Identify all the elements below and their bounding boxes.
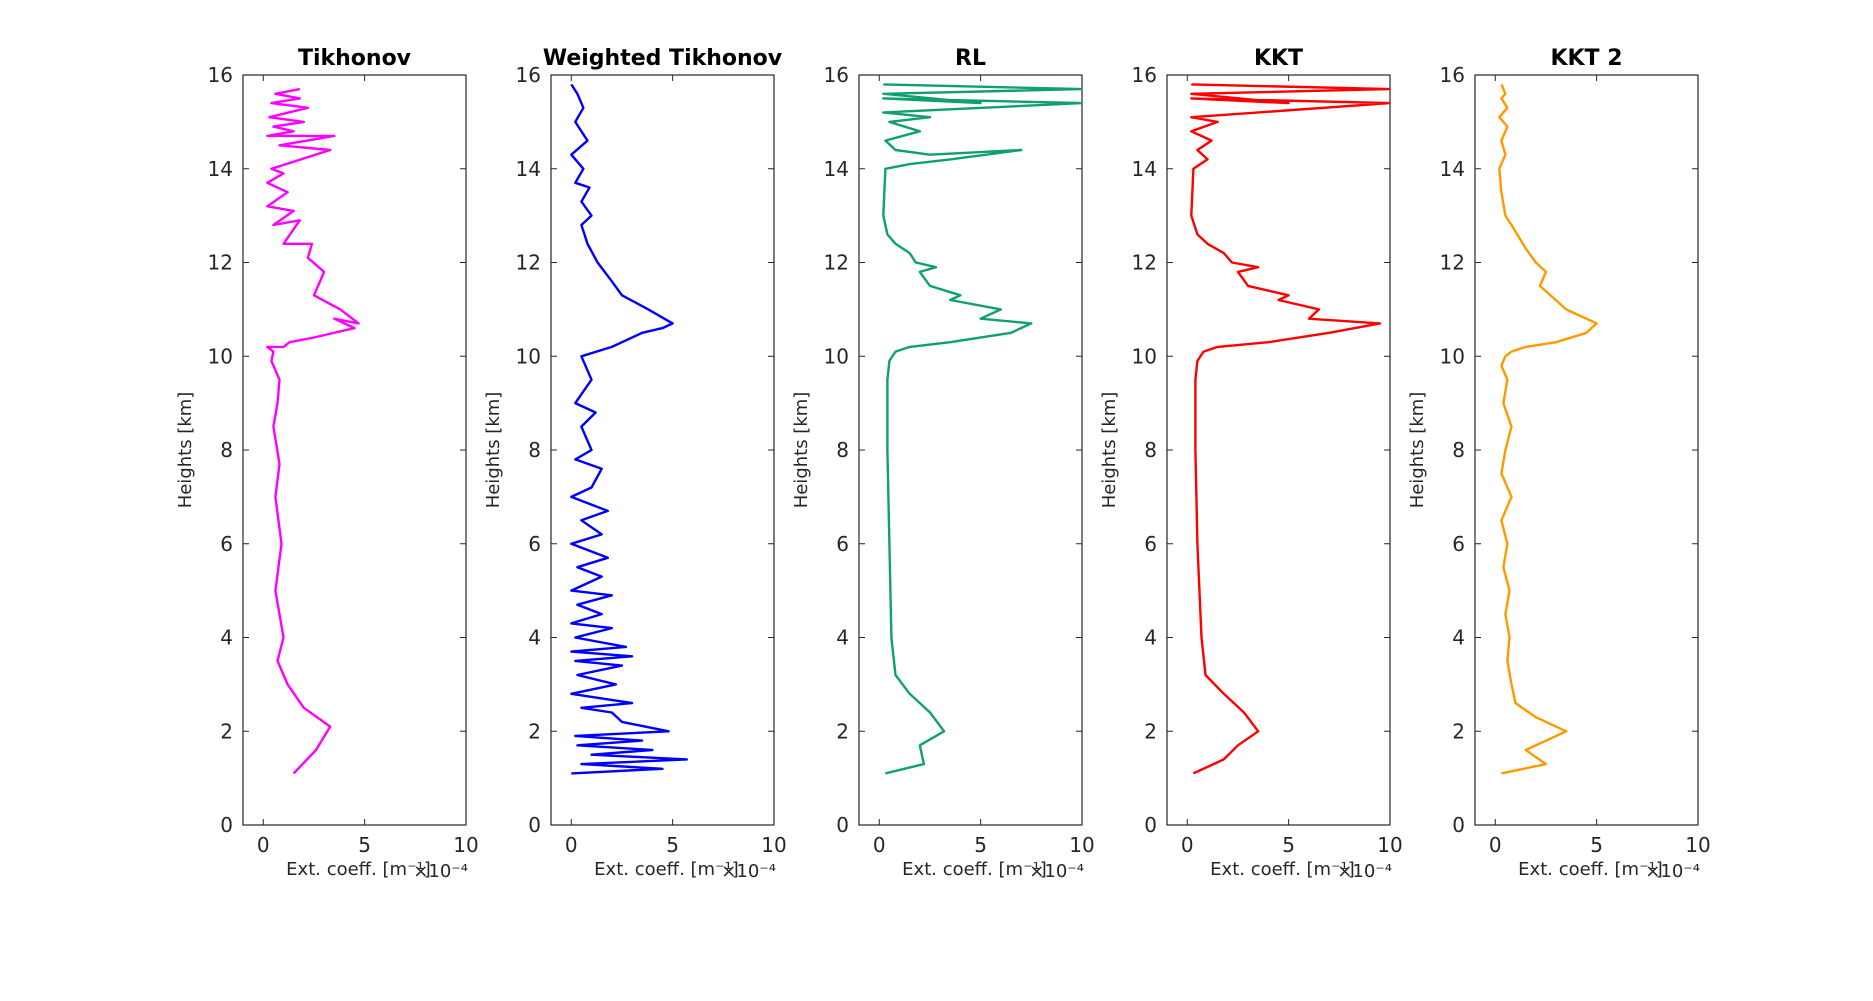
x-tick-label: 0	[565, 833, 578, 857]
y-axis-label: Heights [km]	[483, 392, 504, 509]
x-tick-label: 0	[1181, 833, 1194, 857]
x-tick-label: 0	[257, 833, 270, 857]
x-tick-label: 5	[1590, 833, 1603, 857]
y-tick-label: 0	[220, 813, 233, 837]
x-axis-label: Ext. coeff. [m⁻¹]	[286, 859, 431, 880]
y-tick-label: 8	[836, 438, 849, 462]
panel-rl: RL Heights [km] Ext. coeff. [m⁻¹] ×10⁻⁴ …	[791, 46, 1095, 882]
profile-line	[266, 87, 360, 775]
x-tick-label: 10	[1069, 833, 1094, 857]
y-tick-label: 4	[836, 626, 849, 650]
y-tick-label: 14	[1132, 157, 1157, 181]
x-tick-label: 5	[358, 833, 371, 857]
y-tick-label: 14	[516, 157, 541, 181]
y-axis-label: Heights [km]	[791, 392, 812, 509]
y-tick-label: 4	[528, 626, 541, 650]
panel-title: KKT	[1254, 46, 1303, 71]
panel-title: KKT 2	[1550, 46, 1622, 71]
x-tick-label: 5	[1282, 833, 1295, 857]
panel-title: Tikhonov	[298, 46, 412, 71]
profile-line	[1498, 83, 1598, 775]
y-tick-label: 4	[1144, 626, 1157, 650]
y-tick-label: 8	[528, 438, 541, 462]
x-tick-label: 10	[453, 833, 478, 857]
panel-weighted-tikhonov: Weighted Tikhonov Heights [km] Ext. coef…	[483, 46, 787, 882]
y-tick-label: 12	[824, 251, 849, 275]
y-tick-label: 10	[824, 344, 849, 368]
y-tick-label: 14	[208, 157, 233, 181]
y-tick-label: 0	[528, 813, 541, 837]
y-tick-label: 6	[528, 532, 541, 556]
y-tick-label: 2	[1452, 719, 1465, 743]
x-axis-label: Ext. coeff. [m⁻¹]	[1518, 859, 1663, 880]
y-tick-label: 16	[1440, 63, 1465, 87]
y-tick-label: 2	[220, 719, 233, 743]
x-scale-label: ×10⁻⁴	[1645, 861, 1700, 882]
x-tick-label: 0	[873, 833, 886, 857]
panel-kkt-2: KKT 2 Heights [km] Ext. coeff. [m⁻¹] ×10…	[1407, 46, 1711, 882]
x-tick-label: 10	[761, 833, 786, 857]
panel-tikhonov: Tikhonov Heights [km] Ext. coeff. [m⁻¹] …	[175, 46, 479, 882]
y-tick-label: 6	[1452, 532, 1465, 556]
profile-line	[570, 83, 689, 775]
y-tick-label: 12	[516, 251, 541, 275]
y-tick-label: 4	[220, 626, 233, 650]
y-tick-label: 16	[516, 63, 541, 87]
y-tick-label: 6	[836, 532, 849, 556]
x-tick-label: 5	[974, 833, 987, 857]
profile-line	[1190, 83, 1390, 775]
x-scale-label: ×10⁻⁴	[1337, 861, 1392, 882]
x-tick-label: 10	[1685, 833, 1710, 857]
panel-title: RL	[955, 46, 986, 71]
y-tick-label: 8	[220, 438, 233, 462]
y-tick-label: 10	[1440, 344, 1465, 368]
x-tick-label: 10	[1377, 833, 1402, 857]
y-tick-label: 8	[1452, 438, 1465, 462]
panel-kkt: KKT Heights [km] Ext. coeff. [m⁻¹] ×10⁻⁴…	[1099, 46, 1403, 882]
y-tick-label: 12	[1440, 251, 1465, 275]
y-tick-label: 8	[1144, 438, 1157, 462]
y-tick-label: 0	[836, 813, 849, 837]
x-axis-label: Ext. coeff. [m⁻¹]	[902, 859, 1047, 880]
x-axis-label: Ext. coeff. [m⁻¹]	[594, 859, 739, 880]
y-tick-label: 6	[1144, 532, 1157, 556]
y-tick-label: 6	[220, 532, 233, 556]
x-tick-label: 0	[1489, 833, 1502, 857]
profile-line	[882, 83, 1082, 775]
x-scale-label: ×10⁻⁴	[721, 861, 776, 882]
y-tick-label: 10	[1132, 344, 1157, 368]
y-tick-label: 2	[528, 719, 541, 743]
y-tick-label: 16	[1132, 63, 1157, 87]
y-tick-label: 2	[836, 719, 849, 743]
y-tick-label: 10	[516, 344, 541, 368]
y-axis-label: Heights [km]	[1099, 392, 1120, 509]
y-tick-label: 16	[824, 63, 849, 87]
y-tick-label: 14	[1440, 157, 1465, 181]
y-tick-label: 10	[208, 344, 233, 368]
y-tick-label: 14	[824, 157, 849, 181]
x-axis-label: Ext. coeff. [m⁻¹]	[1210, 859, 1355, 880]
y-tick-label: 16	[208, 63, 233, 87]
x-scale-label: ×10⁻⁴	[1029, 861, 1084, 882]
panel-title: Weighted Tikhonov	[543, 46, 783, 71]
y-tick-label: 0	[1452, 813, 1465, 837]
y-tick-label: 12	[208, 251, 233, 275]
y-tick-label: 4	[1452, 626, 1465, 650]
x-scale-label: ×10⁻⁴	[413, 861, 468, 882]
y-axis-label: Heights [km]	[1407, 392, 1428, 509]
y-tick-label: 2	[1144, 719, 1157, 743]
y-tick-label: 0	[1144, 813, 1157, 837]
x-tick-label: 5	[666, 833, 679, 857]
y-tick-label: 12	[1132, 251, 1157, 275]
y-axis-label: Heights [km]	[175, 392, 196, 509]
